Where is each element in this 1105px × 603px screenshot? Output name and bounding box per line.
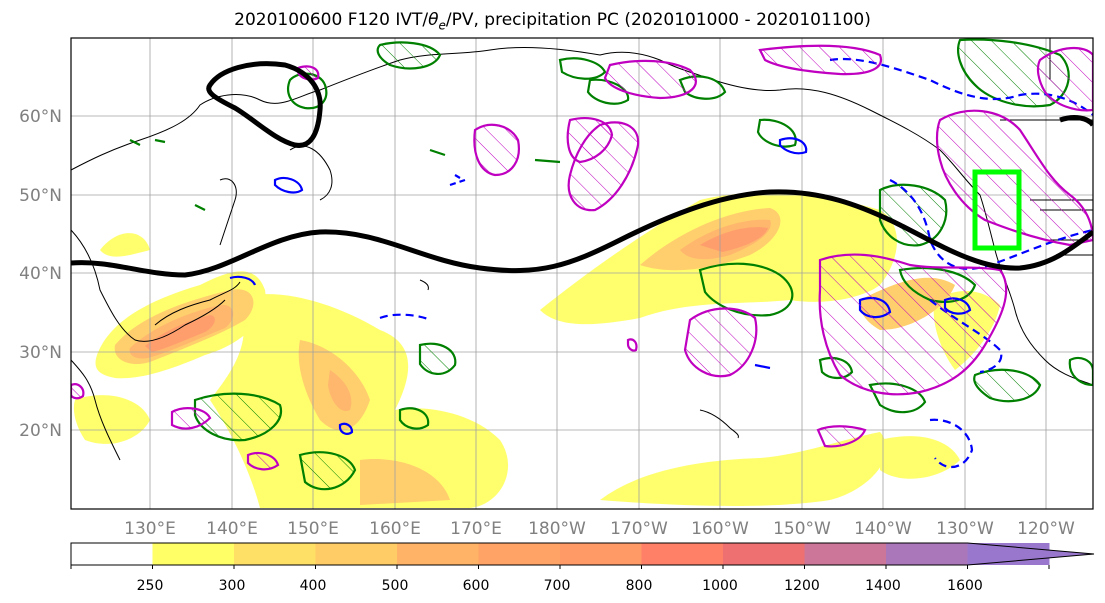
lon-label: 160°E <box>369 519 421 539</box>
colorbar-segment <box>315 543 398 565</box>
colorbar <box>70 542 1095 569</box>
colorbar-label: 1400 <box>865 578 901 594</box>
colorbar-segment <box>723 543 805 565</box>
lon-label: 150°W <box>773 519 831 539</box>
colorbar-labels: 250 300 400 500 600 700 800 1000 1200 14… <box>137 578 983 594</box>
colorbar-segment <box>397 543 479 565</box>
colorbar-segment <box>804 543 887 565</box>
lon-label: 150°E <box>287 519 339 539</box>
lon-label: 120°W <box>1017 519 1075 539</box>
colorbar-segment <box>71 543 153 565</box>
lon-tick-labels: 130°E 140°E 150°E 160°E 170°E 180°W 170°… <box>124 519 1075 539</box>
colorbar-extend-arrow <box>967 543 1094 565</box>
map-frame <box>70 37 1094 510</box>
lat-label: 30°N <box>19 343 62 363</box>
lon-label: 140°W <box>854 519 912 539</box>
lon-label: 130°E <box>124 519 176 539</box>
colorbar-segment <box>234 543 316 565</box>
lon-label: 170°E <box>450 519 502 539</box>
colorbar-segment <box>152 543 235 565</box>
lat-tick-labels: 60°N 50°N 40°N 30°N 20°N <box>19 107 62 441</box>
map-title: 2020100600 F120 IVT/θe/PV, precipitation… <box>234 10 871 33</box>
colorbar-label: 700 <box>544 578 571 594</box>
lat-label: 50°N <box>19 186 62 206</box>
colorbar-outline <box>70 542 1095 566</box>
colorbar-label: 400 <box>300 578 327 594</box>
colorbar-segment <box>478 543 561 565</box>
lon-label: 130°W <box>936 519 994 539</box>
lon-label: 160°W <box>691 519 749 539</box>
colorbar-label: 1600 <box>947 578 983 594</box>
target-region-box <box>972 169 1022 251</box>
theta-e-contours <box>129 38 1093 491</box>
lon-label: 180°W <box>528 519 586 539</box>
colorbar-label: 1000 <box>702 578 738 594</box>
colorbar-label: 250 <box>137 578 164 594</box>
colorbar-label: 500 <box>382 578 409 594</box>
jet-contours <box>71 61 1093 278</box>
lat-label: 40°N <box>19 264 62 284</box>
lon-label: 170°W <box>610 519 668 539</box>
colorbar-label: 600 <box>463 578 490 594</box>
lat-label: 20°N <box>19 421 62 441</box>
lat-label: 60°N <box>19 107 62 127</box>
colorbar-segment <box>641 543 724 565</box>
lon-label: 140°E <box>206 519 258 539</box>
colorbar-label: 300 <box>219 578 246 594</box>
colorbar-label: 1200 <box>784 578 820 594</box>
colorbar-segment <box>886 543 968 565</box>
colorbar-segment <box>560 543 642 565</box>
colorbar-label: 800 <box>626 578 653 594</box>
